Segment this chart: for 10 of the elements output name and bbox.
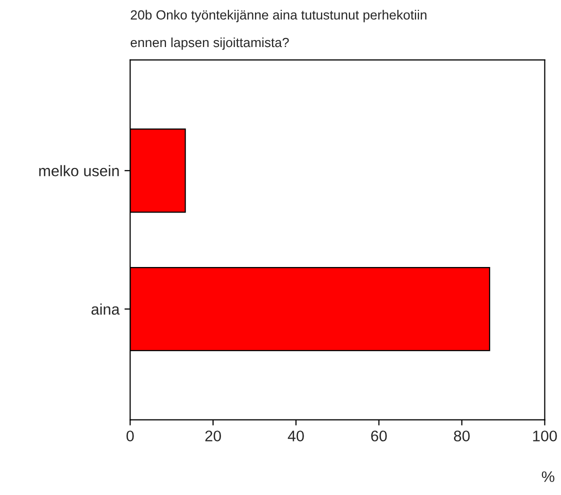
chart-title: 20b Onko työntekijänne aina tutustunut perhekotiin ennen lapsen sijoittamista? bbox=[130, 10, 426, 50]
x-axis-title: % bbox=[542, 471, 554, 482]
y-tick-label: melko usein bbox=[39, 165, 119, 176]
y-tick-label: aina bbox=[92, 303, 120, 315]
x-tick-label: 0 bbox=[126, 430, 134, 442]
x-tick-label: 60 bbox=[371, 430, 387, 442]
x-tick-label: 100 bbox=[533, 430, 557, 442]
x-tick-label: 80 bbox=[454, 430, 470, 442]
x-tick-label: 20 bbox=[205, 430, 221, 442]
x-tick-label: 40 bbox=[288, 430, 304, 442]
